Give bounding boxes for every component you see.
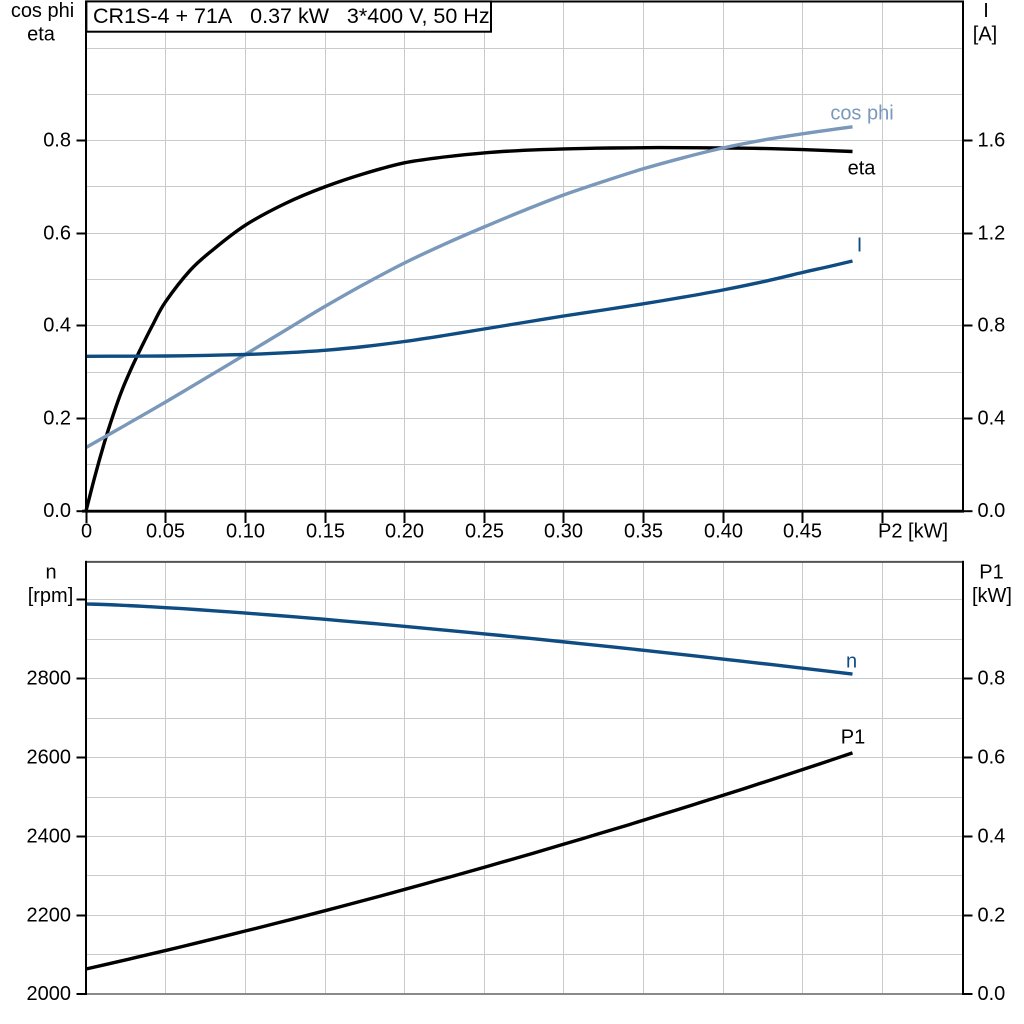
svg-text:0.8: 0.8 — [978, 315, 1006, 337]
svg-text:0.40: 0.40 — [704, 520, 743, 542]
svg-text:0.15: 0.15 — [306, 520, 345, 542]
svg-text:0.05: 0.05 — [146, 520, 185, 542]
svg-text:0.6: 0.6 — [978, 747, 1006, 769]
svg-text:[rpm]: [rpm] — [28, 585, 74, 607]
svg-text:P2 [kW]: P2 [kW] — [878, 520, 948, 542]
svg-text:0.4: 0.4 — [978, 408, 1006, 430]
svg-text:0.35: 0.35 — [624, 520, 663, 542]
svg-text:P1: P1 — [841, 727, 865, 749]
svg-text:I: I — [983, 0, 989, 22]
svg-text:I: I — [857, 235, 863, 257]
svg-text:2400: 2400 — [27, 826, 72, 848]
svg-text:2600: 2600 — [27, 747, 72, 769]
svg-text:cos phi: cos phi — [830, 103, 893, 125]
svg-text:n: n — [846, 651, 857, 673]
svg-text:0.0: 0.0 — [978, 983, 1006, 1005]
svg-text:cos phi: cos phi — [11, 0, 74, 22]
svg-text:CR1S-4 + 71A 0.37 kW 3*400: CR1S-4 + 71A 0.37 kW 3*400 V, 50 Hz — [93, 4, 490, 28]
svg-text:n: n — [45, 562, 56, 584]
svg-text:0: 0 — [81, 520, 92, 542]
svg-text:P1: P1 — [979, 562, 1003, 584]
svg-text:0.4: 0.4 — [978, 826, 1006, 848]
svg-text:0.2: 0.2 — [978, 905, 1006, 927]
svg-text:0.0: 0.0 — [43, 500, 71, 522]
svg-text:eta: eta — [848, 158, 877, 180]
svg-text:0.2: 0.2 — [43, 408, 71, 430]
svg-text:0.10: 0.10 — [226, 520, 265, 542]
svg-text:1.6: 1.6 — [978, 130, 1006, 152]
svg-text:1.2: 1.2 — [978, 223, 1006, 245]
svg-text:2200: 2200 — [27, 905, 72, 927]
svg-text:2000: 2000 — [27, 983, 72, 1005]
svg-text:0.45: 0.45 — [783, 520, 822, 542]
svg-text:[A]: [A] — [973, 24, 997, 46]
svg-text:0.25: 0.25 — [465, 520, 504, 542]
svg-text:0.8: 0.8 — [43, 130, 71, 152]
svg-text:0.8: 0.8 — [978, 668, 1006, 690]
svg-text:0.6: 0.6 — [43, 223, 71, 245]
svg-text:0.0: 0.0 — [978, 500, 1006, 522]
svg-text:0.4: 0.4 — [43, 315, 71, 337]
svg-text:eta: eta — [27, 24, 56, 46]
svg-text:0.30: 0.30 — [544, 520, 583, 542]
svg-text:2800: 2800 — [27, 668, 72, 690]
svg-text:0.20: 0.20 — [385, 520, 424, 542]
svg-text:[kW]: [kW] — [972, 585, 1012, 607]
